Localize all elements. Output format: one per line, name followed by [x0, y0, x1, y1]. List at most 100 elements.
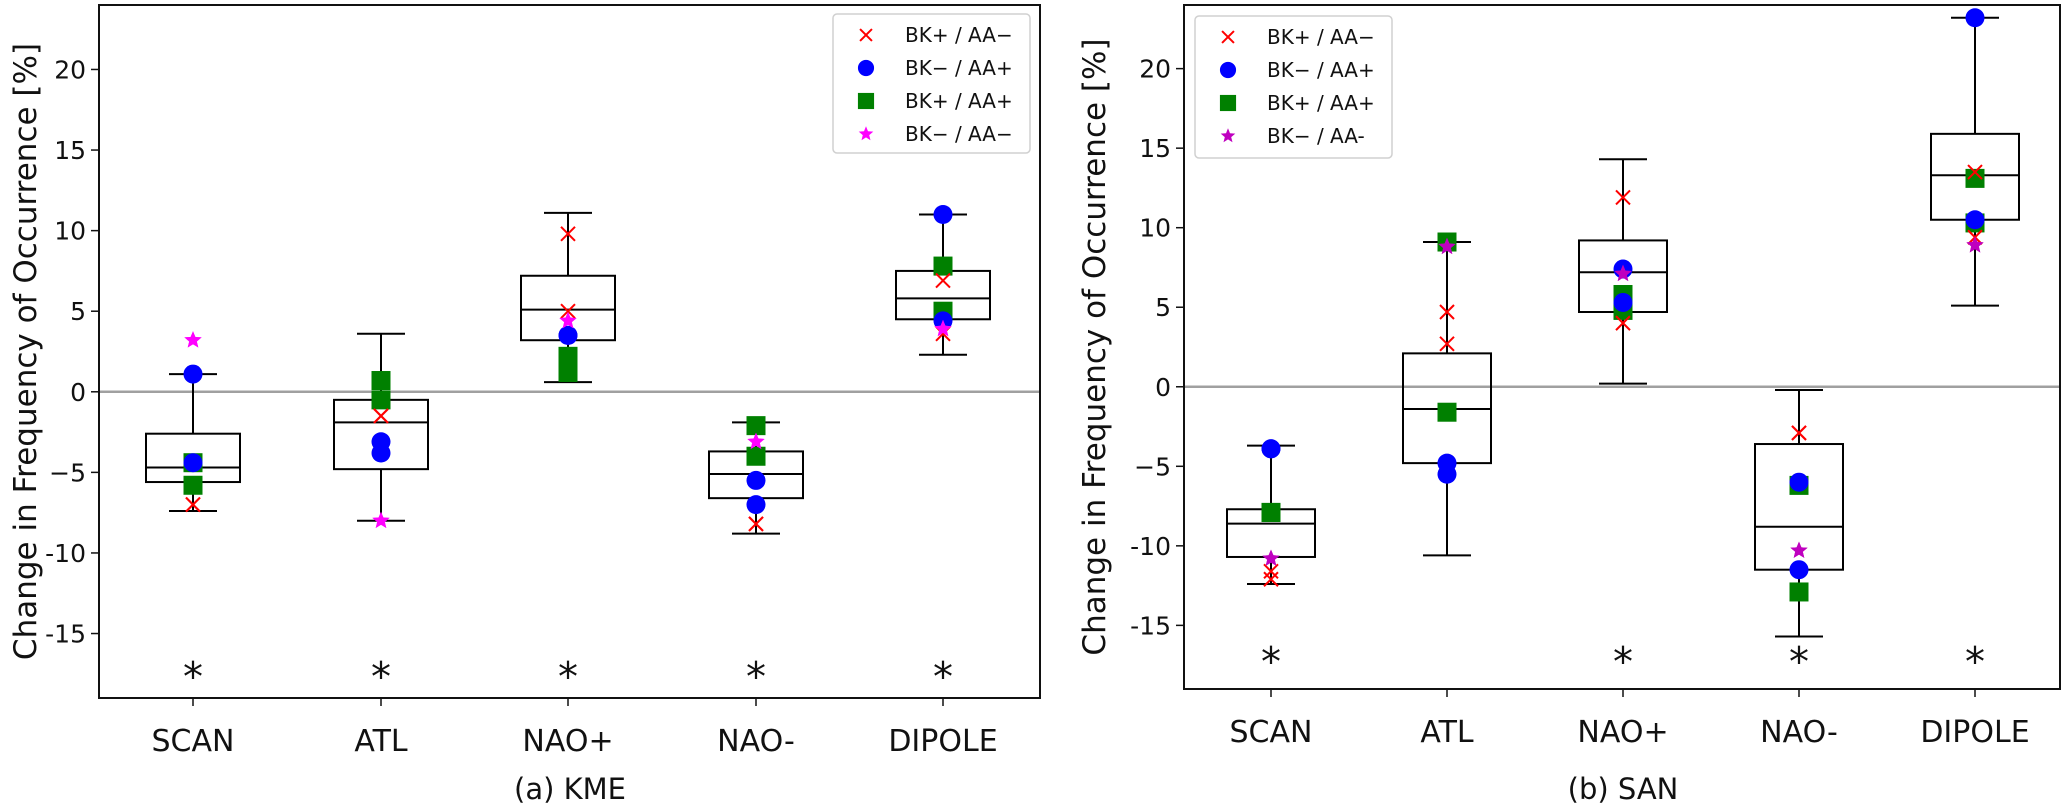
- point-star: [184, 331, 202, 348]
- point-x: [1615, 189, 1631, 206]
- point-x: [373, 408, 389, 424]
- point-x-stroke: [373, 408, 389, 424]
- legend-circle-icon: [857, 59, 875, 77]
- point-square: [1437, 402, 1457, 422]
- significance-marker: *: [558, 655, 578, 701]
- point-star: [747, 432, 765, 449]
- panel-kme: -15 -10 −5 0 5 10 15 20 * * * * * SCAN ATL NAO+ NAO- DIPO…: [8, 4, 1041, 806]
- box-dipole: [1930, 16, 2020, 307]
- point-square: [1261, 502, 1281, 522]
- legend-star-icon: [1220, 128, 1236, 143]
- y-axis-title: Change in Frequency of Occurrence [%]: [1077, 38, 1113, 655]
- point-circle: [371, 443, 391, 463]
- point-circle: [746, 495, 766, 515]
- point-circle: [1261, 439, 1281, 459]
- legend-label: BK− / AA-: [1267, 124, 1365, 148]
- plot-frame: [98, 4, 1041, 699]
- x-tick-label: ATL: [1420, 715, 1474, 750]
- point-square: [558, 346, 578, 366]
- point-x-stroke: [185, 496, 201, 513]
- legend-label: BK− / AA−: [905, 122, 1013, 146]
- point-circle: [1437, 464, 1457, 484]
- y-tick-label: -15: [1130, 611, 1171, 640]
- point-x: [560, 226, 576, 242]
- y-tick-label: -10: [1130, 532, 1171, 561]
- y-tick-label: 0: [70, 378, 86, 407]
- point-star: [934, 319, 952, 337]
- y-tick-label: −5: [49, 458, 86, 487]
- point-circle: [1965, 210, 1985, 230]
- y-tick-label: 5: [1155, 293, 1171, 322]
- box-atl: [1402, 241, 1492, 557]
- significance-marker: *: [371, 655, 391, 701]
- y-tick-label: 10: [1139, 214, 1171, 243]
- y-tick-label: -10: [45, 539, 86, 568]
- y-tick-label: 20: [1139, 55, 1171, 84]
- point-star: [372, 511, 390, 528]
- legend-frame: [832, 13, 1031, 154]
- point-circle: [1965, 8, 1985, 28]
- point-x-stroke: [560, 226, 576, 242]
- significance-marker: *: [1613, 640, 1633, 686]
- point-circle: [746, 470, 766, 490]
- legend-square-icon: [1219, 94, 1237, 112]
- box-nao-: [1754, 388, 1844, 638]
- significance-marker: *: [933, 655, 953, 701]
- point-star: [1614, 264, 1632, 282]
- legend: BK+ / AA− BK− / AA+ BK+ / AA+ BK− / AA−: [832, 13, 1031, 154]
- point-x: [1439, 304, 1455, 320]
- legend-label: BK+ / AA−: [1267, 25, 1375, 49]
- point-square: [746, 416, 766, 436]
- point-circle: [1789, 472, 1809, 492]
- legend-label: BK− / AA+: [905, 56, 1013, 80]
- point-x: [1967, 164, 1983, 180]
- x-tick-label: NAO-: [717, 724, 795, 759]
- point-square: [183, 475, 203, 495]
- point-x-stroke: [1615, 189, 1631, 206]
- y-tick-label: 15: [1139, 134, 1171, 163]
- legend-label: BK+ / AA+: [905, 89, 1013, 113]
- panel-caption: (a) KME: [514, 772, 626, 806]
- x-tick-label: SCAN: [152, 724, 235, 759]
- panel-san: -15 -10 −5 0 5 10 15 20 * * * * SCAN ATL NAO+ NAO- DIPOL…: [1077, 4, 2061, 806]
- point-square: [371, 390, 391, 410]
- significance-marker: *: [183, 655, 203, 701]
- point-star: [1790, 541, 1808, 558]
- x-tick-label: SCAN: [1230, 715, 1313, 750]
- point-square: [558, 362, 578, 382]
- point-circle: [1613, 292, 1633, 312]
- x-tick-label: DIPOLE: [888, 724, 997, 759]
- legend-x-icon-stroke: [859, 28, 873, 42]
- point-x: [748, 516, 764, 532]
- point-x-stroke: [1791, 425, 1807, 441]
- point-circle: [1789, 560, 1809, 580]
- legend: BK+ / AA− BK− / AA+ BK+ / AA+ BK− / AA-: [1194, 15, 1393, 159]
- legend-label: BK+ / AA−: [905, 23, 1013, 47]
- legend-star-icon: [858, 126, 874, 141]
- legend-circle-icon: [1219, 61, 1237, 79]
- point-circle: [183, 453, 203, 473]
- point-square: [1789, 582, 1809, 602]
- point-x-stroke: [560, 303, 576, 319]
- legend-label: BK− / AA+: [1267, 58, 1375, 82]
- y-tick-label: -15: [45, 620, 86, 649]
- point-x: [185, 496, 201, 513]
- y-tick-label: 5: [70, 297, 86, 326]
- point-circle: [558, 325, 578, 345]
- point-square: [933, 256, 953, 276]
- significance-marker: *: [746, 655, 766, 701]
- point-star: [1966, 236, 1984, 253]
- x-tick-label: NAO-: [1760, 715, 1838, 750]
- panel-caption: (b) SAN: [1568, 772, 1679, 806]
- point-x-stroke: [1967, 164, 1983, 180]
- x-tick-label: ATL: [354, 724, 408, 759]
- y-tick-label: 20: [54, 55, 86, 84]
- point-x-stroke: [748, 516, 764, 532]
- significance-marker: *: [1789, 640, 1809, 686]
- legend-x-icon-stroke: [1221, 30, 1235, 44]
- x-tick-label: DIPOLE: [1920, 715, 2029, 750]
- point-square: [1965, 168, 1985, 188]
- point-square: [746, 446, 766, 466]
- y-tick-label: 15: [54, 136, 86, 165]
